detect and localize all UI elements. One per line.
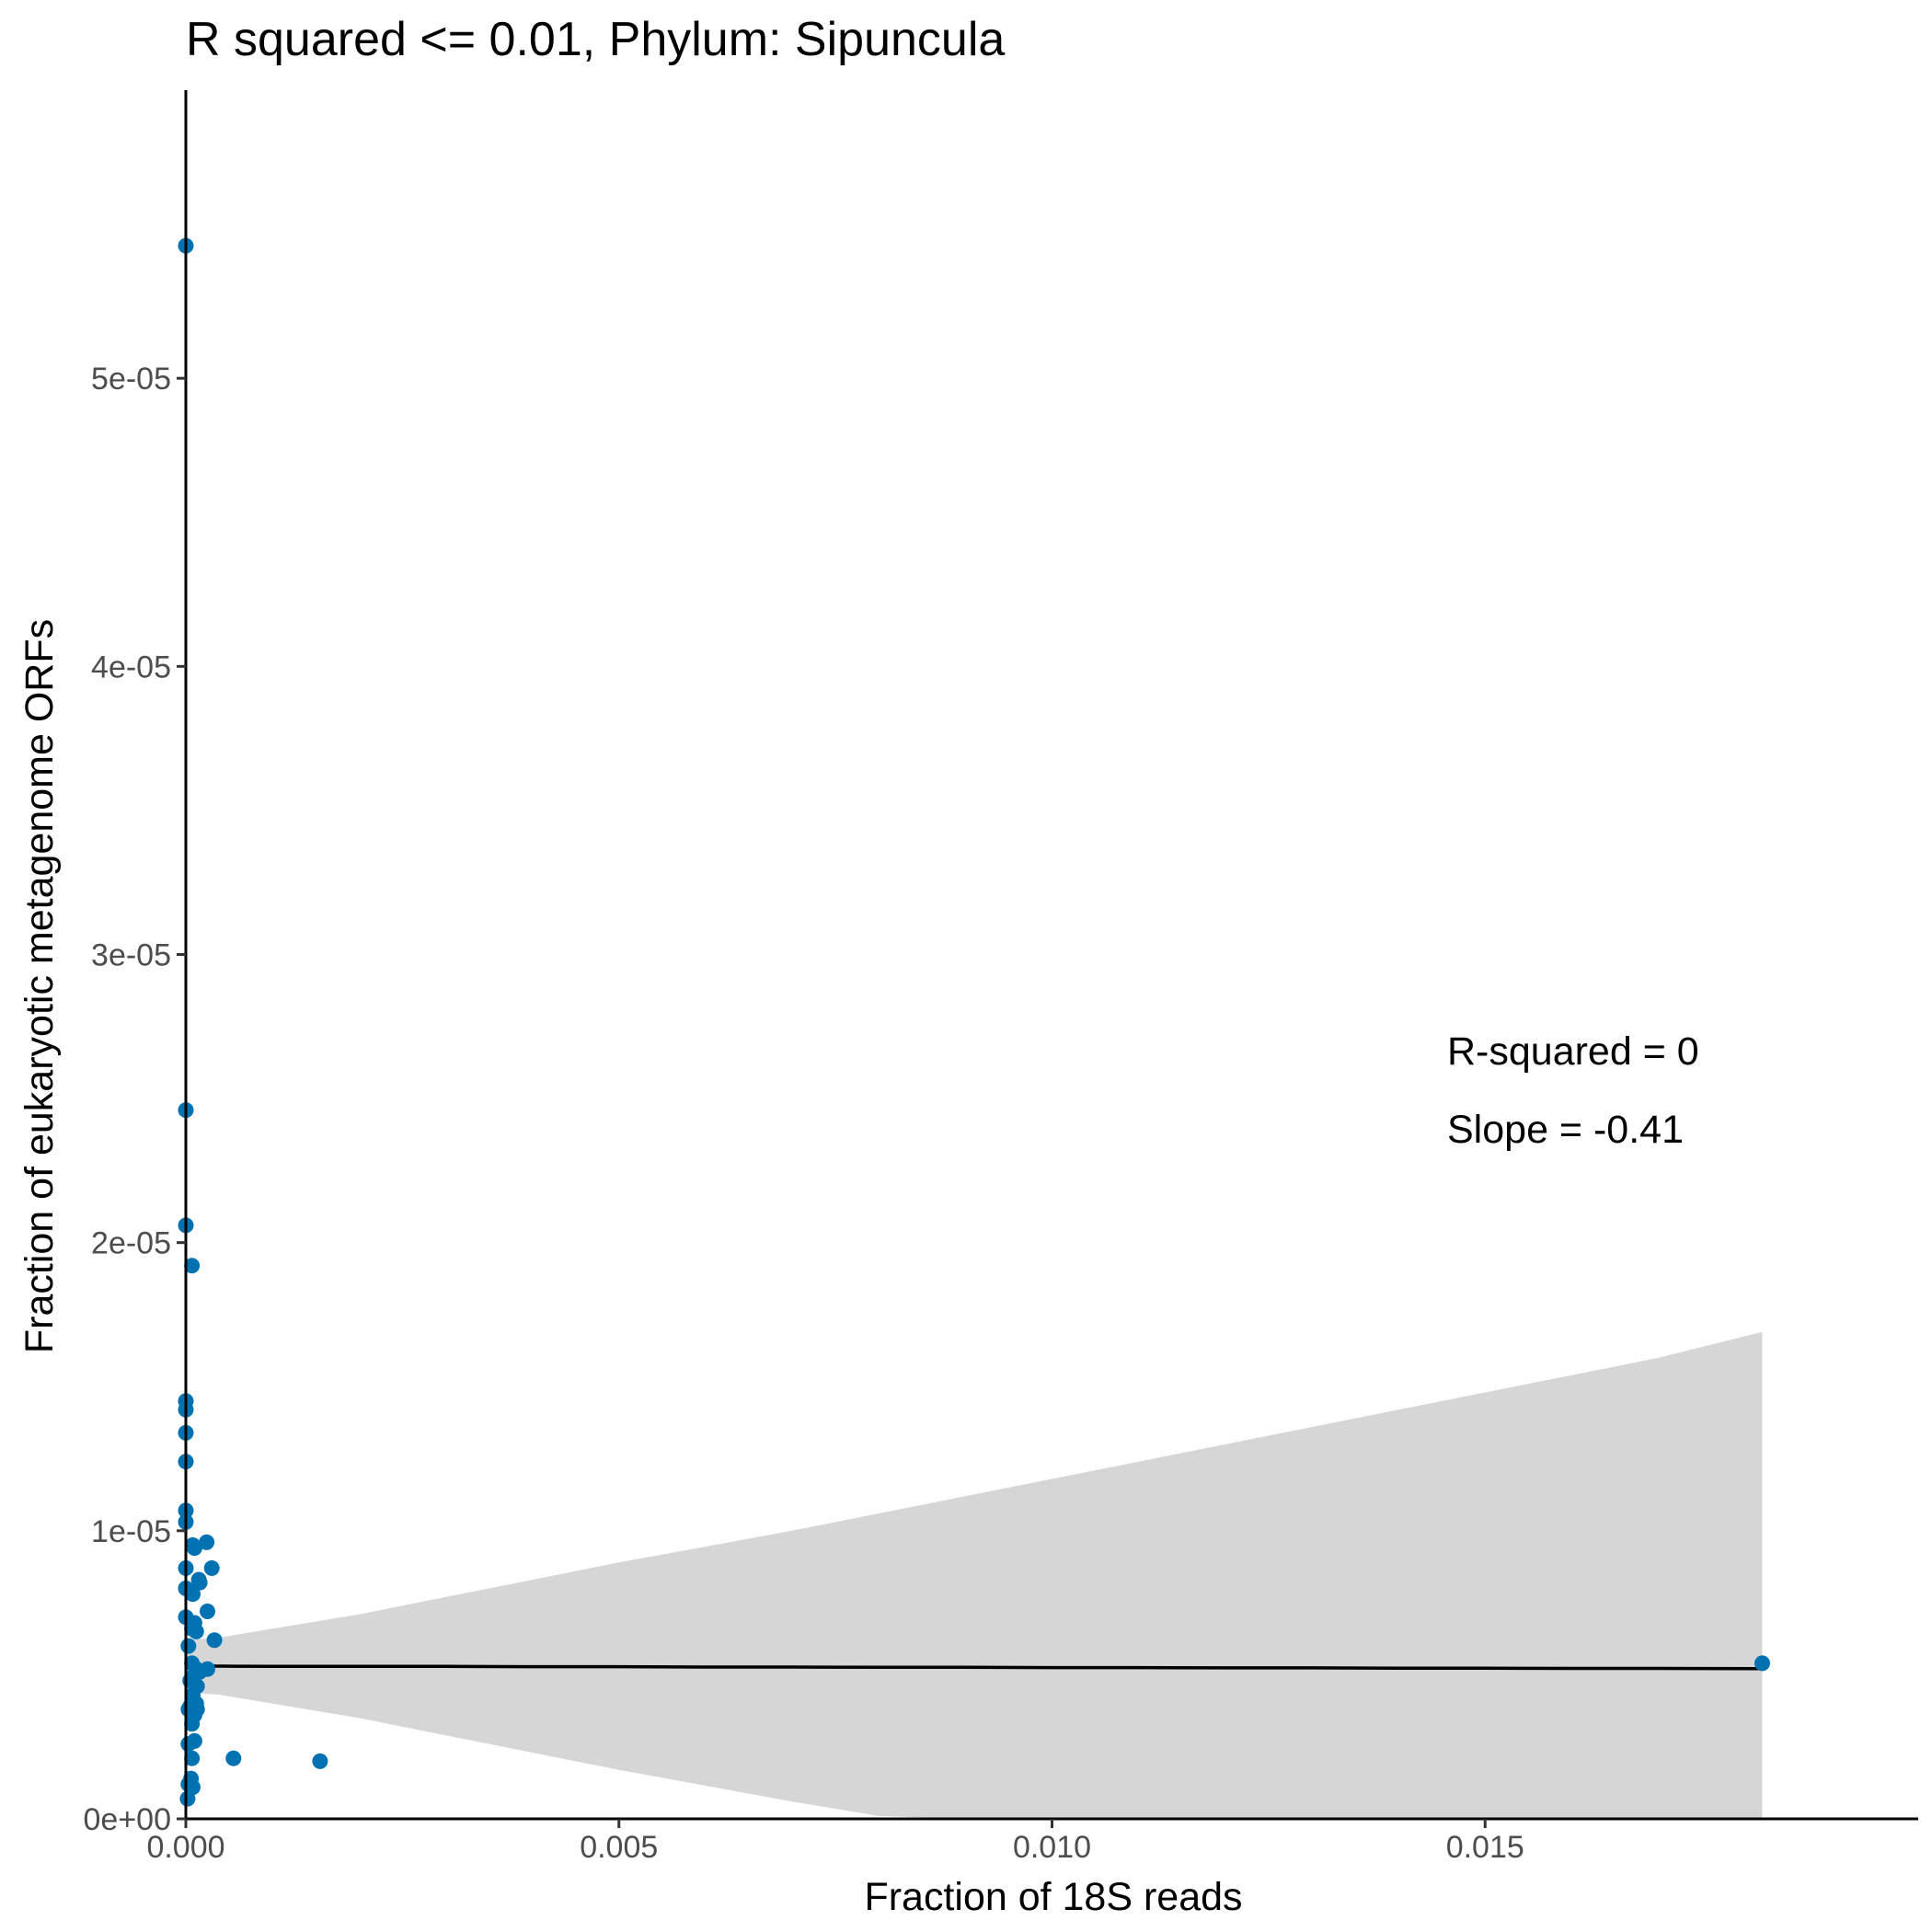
data-point — [189, 1701, 205, 1718]
data-point — [312, 1753, 328, 1769]
y-tick-label: 4e-05 — [91, 650, 171, 684]
regression-line-layer — [186, 1664, 1763, 1671]
x-tick-label: 0.015 — [1446, 1830, 1524, 1865]
data-point — [225, 1750, 242, 1766]
x-tick-label: 0.005 — [580, 1830, 658, 1865]
data-point — [199, 1534, 215, 1550]
confidence-band — [186, 1331, 1763, 1819]
ticks-layer: 0.000 0.005 0.010 0.015 0e+00 1e-05 2e-05 3e-05… — [84, 362, 1524, 1865]
data-point — [188, 1623, 204, 1639]
y-tick-label: 5e-05 — [91, 362, 171, 397]
y-tick-label: 0e+00 — [84, 1802, 172, 1837]
r-squared-annotation: R-squared = 0 — [1447, 1029, 1699, 1074]
data-point — [1754, 1655, 1770, 1672]
x-axis-title: Fraction of 18S reads — [864, 1875, 1242, 1919]
data-point — [184, 1750, 201, 1766]
y-tick-label: 2e-05 — [91, 1226, 171, 1261]
x-tick-label: 0.010 — [1013, 1830, 1091, 1865]
data-point — [200, 1604, 215, 1619]
x-tick-label: 0.000 — [146, 1830, 224, 1865]
data-point — [203, 1560, 220, 1576]
data-point — [185, 1537, 201, 1553]
data-point — [179, 1790, 196, 1807]
data-point — [180, 1638, 197, 1654]
y-axis-title: Fraction of eukaryotic metagenome ORFs — [17, 619, 62, 1353]
y-tick-label: 1e-05 — [91, 1514, 171, 1549]
data-point — [190, 1571, 207, 1588]
data-point — [185, 1586, 201, 1603]
y-tick-label: 3e-05 — [91, 938, 171, 973]
regression-line — [186, 1664, 1763, 1671]
chart-title: R squared <= 0.01, Phylum: Sipuncula — [186, 13, 1005, 66]
slope-annotation: Slope = -0.41 — [1447, 1108, 1684, 1152]
data-point — [184, 1716, 201, 1732]
data-point — [180, 1736, 197, 1753]
confidence-band-layer — [186, 1331, 1763, 1819]
data-point — [184, 1258, 201, 1274]
data-point — [206, 1632, 223, 1649]
